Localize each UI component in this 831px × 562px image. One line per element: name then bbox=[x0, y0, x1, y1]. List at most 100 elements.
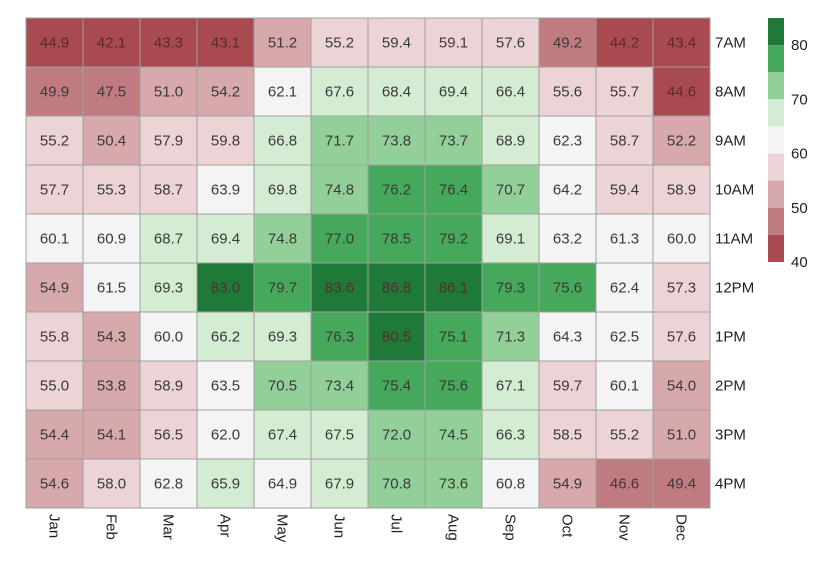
cell-value-label: 64.2 bbox=[553, 182, 582, 199]
cell-value-label: 59.4 bbox=[610, 182, 639, 199]
cell-value-label: 68.4 bbox=[382, 84, 411, 101]
cell-value-label: 74.8 bbox=[268, 231, 297, 248]
cell-value-label: 67.1 bbox=[496, 378, 525, 395]
heatmap-cell bbox=[538, 164, 597, 215]
cell-value-label: 67.5 bbox=[325, 427, 354, 444]
cell-value-label: 57.9 bbox=[154, 133, 183, 150]
colorbar-segment bbox=[768, 99, 784, 127]
heatmap-cell bbox=[424, 66, 483, 117]
cell-value-label: 59.8 bbox=[211, 133, 240, 150]
cell-value-label: 63.2 bbox=[553, 231, 582, 248]
cell-value-label: 55.2 bbox=[40, 133, 69, 150]
cell-value-label: 54.2 bbox=[211, 84, 240, 101]
y-tick-label: 8AM bbox=[715, 84, 746, 101]
colorbar-tick-label: 50 bbox=[791, 200, 808, 217]
cell-value-label: 42.1 bbox=[97, 35, 126, 52]
cell-value-label: 55.2 bbox=[325, 35, 354, 52]
cell-value-label: 71.7 bbox=[325, 133, 354, 150]
heatmap-cell bbox=[82, 17, 141, 68]
cell-value-label: 75.6 bbox=[553, 280, 582, 297]
cell-value-label: 49.2 bbox=[553, 35, 582, 52]
y-tick-label: 10AM bbox=[715, 182, 754, 199]
cell-value-label: 86.8 bbox=[382, 280, 411, 297]
heatmap-cell bbox=[253, 213, 312, 264]
cell-value-label: 64.9 bbox=[268, 476, 297, 493]
cell-value-label: 57.6 bbox=[496, 35, 525, 52]
colorbar-tick-label: 60 bbox=[791, 146, 808, 163]
cell-value-label: 63.9 bbox=[211, 182, 240, 199]
heatmap-cell bbox=[367, 360, 426, 411]
cell-value-label: 55.6 bbox=[553, 84, 582, 101]
heatmap-cell bbox=[25, 311, 84, 362]
heatmap-cell bbox=[367, 458, 426, 509]
cell-value-label: 59.1 bbox=[439, 35, 468, 52]
cell-value-label: 73.6 bbox=[439, 476, 468, 493]
x-tick-label: Jul bbox=[388, 514, 405, 533]
cell-value-label: 70.8 bbox=[382, 476, 411, 493]
cell-value-label: 67.9 bbox=[325, 476, 354, 493]
cell-value-label: 43.1 bbox=[211, 35, 240, 52]
cell-value-label: 58.9 bbox=[154, 378, 183, 395]
cell-value-label: 56.5 bbox=[154, 427, 183, 444]
cell-value-label: 46.6 bbox=[610, 476, 639, 493]
colorbar-segment bbox=[768, 153, 784, 181]
heatmap-cell bbox=[652, 115, 711, 166]
heatmap-cell bbox=[367, 311, 426, 362]
heatmap-cell bbox=[25, 17, 84, 68]
heatmap-cell bbox=[652, 409, 711, 460]
heatmap-cells: 44.9 42.1 43.3 43.1 51.2 55.2 59.4 59.1 57.6 49.2… bbox=[25, 17, 711, 509]
heatmap-cell bbox=[25, 458, 84, 509]
x-tick-label: Nov bbox=[616, 514, 633, 541]
x-tick-label: Jun bbox=[331, 514, 348, 538]
cell-value-label: 69.3 bbox=[268, 329, 297, 346]
cell-value-label: 60.8 bbox=[496, 476, 525, 493]
heatmap-cell bbox=[139, 17, 198, 68]
heatmap-cell bbox=[196, 409, 255, 460]
cell-value-label: 73.8 bbox=[382, 133, 411, 150]
heatmap-cell bbox=[82, 409, 141, 460]
heatmap-cell bbox=[82, 311, 141, 362]
x-tick-label: Mar bbox=[160, 514, 177, 540]
heatmap-cell bbox=[481, 311, 540, 362]
heatmap-cell bbox=[196, 66, 255, 117]
cell-value-label: 59.4 bbox=[382, 35, 411, 52]
cell-value-label: 66.4 bbox=[496, 84, 525, 101]
heatmap-cell bbox=[652, 360, 711, 411]
cell-value-label: 66.3 bbox=[496, 427, 525, 444]
heatmap-cell bbox=[139, 164, 198, 215]
x-tick-label: Oct bbox=[559, 514, 576, 538]
heatmap-cell bbox=[595, 66, 654, 117]
cell-value-label: 44.6 bbox=[667, 84, 696, 101]
cell-value-label: 44.2 bbox=[610, 35, 639, 52]
x-tick-label: Sep bbox=[502, 514, 519, 541]
heatmap-cell bbox=[367, 66, 426, 117]
cell-value-label: 62.3 bbox=[553, 133, 582, 150]
heatmap-cell bbox=[139, 311, 198, 362]
cell-value-label: 61.3 bbox=[610, 231, 639, 248]
cell-value-label: 60.0 bbox=[667, 231, 696, 248]
x-tick-label: Feb bbox=[103, 514, 120, 540]
cell-value-label: 68.9 bbox=[496, 133, 525, 150]
colorbar-tick-label: 80 bbox=[791, 37, 808, 54]
heatmap-cell bbox=[652, 66, 711, 117]
heatmap-cell bbox=[25, 213, 84, 264]
cell-value-label: 51.2 bbox=[268, 35, 297, 52]
heatmap-cell bbox=[652, 17, 711, 68]
heatmap-cell bbox=[595, 311, 654, 362]
cell-value-label: 74.5 bbox=[439, 427, 468, 444]
cell-value-label: 58.7 bbox=[610, 133, 639, 150]
heatmap-cell bbox=[196, 115, 255, 166]
heatmap-cell bbox=[310, 17, 369, 68]
cell-value-label: 50.4 bbox=[97, 133, 126, 150]
cell-value-label: 57.7 bbox=[40, 182, 69, 199]
heatmap-cell bbox=[652, 262, 711, 313]
cell-value-label: 66.8 bbox=[268, 133, 297, 150]
heatmap-cell bbox=[253, 115, 312, 166]
heatmap-cell bbox=[310, 311, 369, 362]
cell-value-label: 77.0 bbox=[325, 231, 354, 248]
cell-value-label: 62.4 bbox=[610, 280, 639, 297]
cell-value-label: 62.0 bbox=[211, 427, 240, 444]
heatmap-cell bbox=[196, 311, 255, 362]
heatmap-cell bbox=[538, 66, 597, 117]
cell-value-label: 52.2 bbox=[667, 133, 696, 150]
